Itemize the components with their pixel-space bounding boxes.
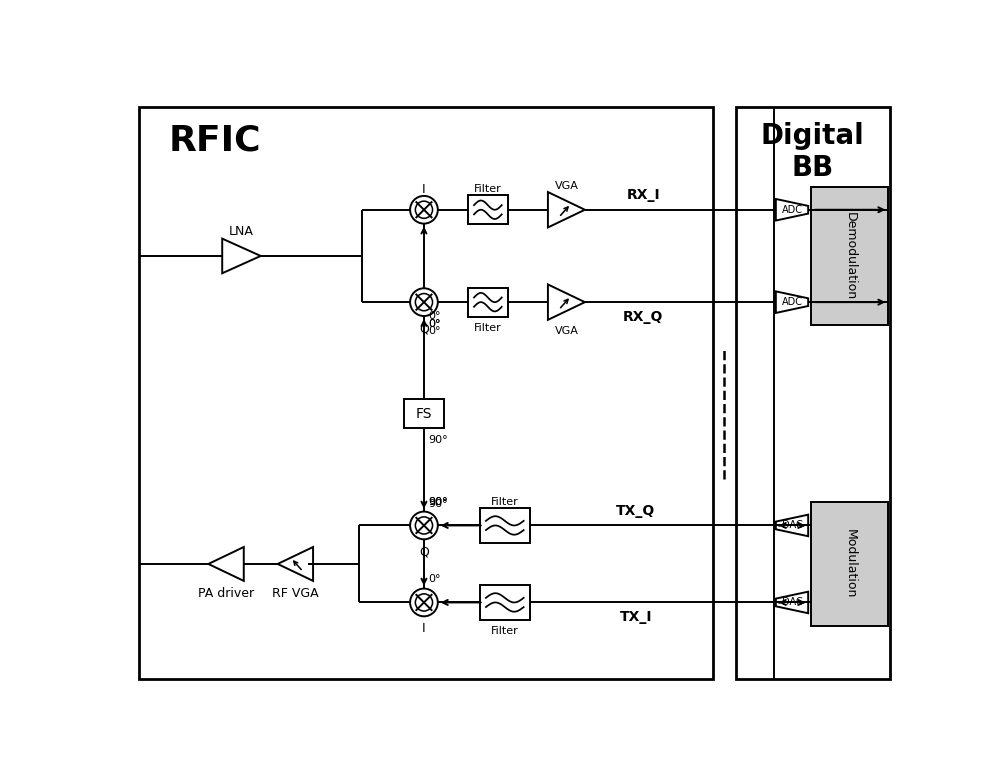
Text: TX_I: TX_I — [619, 610, 652, 624]
Text: TX_Q: TX_Q — [616, 504, 655, 518]
Text: PA driver: PA driver — [198, 587, 254, 600]
Bar — [404, 399, 444, 428]
Text: VGA: VGA — [554, 326, 578, 336]
Bar — [811, 502, 888, 626]
Text: Filter: Filter — [474, 184, 502, 194]
Bar — [480, 508, 530, 543]
Text: Digital
BB: Digital BB — [761, 122, 865, 182]
Bar — [480, 585, 530, 620]
Text: I: I — [422, 622, 426, 636]
Text: LNA: LNA — [229, 225, 254, 238]
Text: Filter: Filter — [474, 323, 502, 333]
Text: ADC: ADC — [782, 297, 803, 307]
Text: 90°: 90° — [428, 499, 447, 509]
Text: 0°: 0° — [428, 319, 440, 329]
Bar — [139, 107, 713, 679]
Text: 0°: 0° — [428, 574, 440, 584]
Text: RFIC: RFIC — [168, 124, 261, 157]
Text: Filter: Filter — [491, 496, 519, 506]
Text: 90°: 90° — [428, 497, 447, 507]
Text: RF VGA: RF VGA — [272, 587, 319, 600]
Text: RX_I: RX_I — [627, 188, 660, 202]
Text: 0°: 0° — [428, 319, 440, 329]
Text: 0°: 0° — [428, 326, 440, 337]
Text: I: I — [422, 183, 426, 196]
Text: DAC: DAC — [782, 520, 802, 530]
Text: FS: FS — [416, 407, 432, 421]
Text: DAC: DAC — [782, 597, 802, 608]
Text: 90°: 90° — [428, 435, 447, 445]
Text: 0°: 0° — [428, 311, 440, 321]
Text: Q: Q — [419, 323, 429, 335]
Text: Modulation: Modulation — [843, 529, 856, 598]
Text: Filter: Filter — [491, 626, 519, 636]
Text: ADC: ADC — [782, 205, 803, 215]
Bar — [736, 107, 890, 679]
Text: Q: Q — [419, 545, 429, 559]
Text: RX_Q: RX_Q — [623, 310, 664, 324]
Bar — [468, 287, 508, 317]
Text: 90°: 90° — [428, 497, 447, 507]
Text: Demodulation: Demodulation — [843, 212, 856, 300]
Text: VGA: VGA — [554, 181, 578, 191]
Bar — [811, 187, 888, 326]
Bar — [468, 195, 508, 224]
